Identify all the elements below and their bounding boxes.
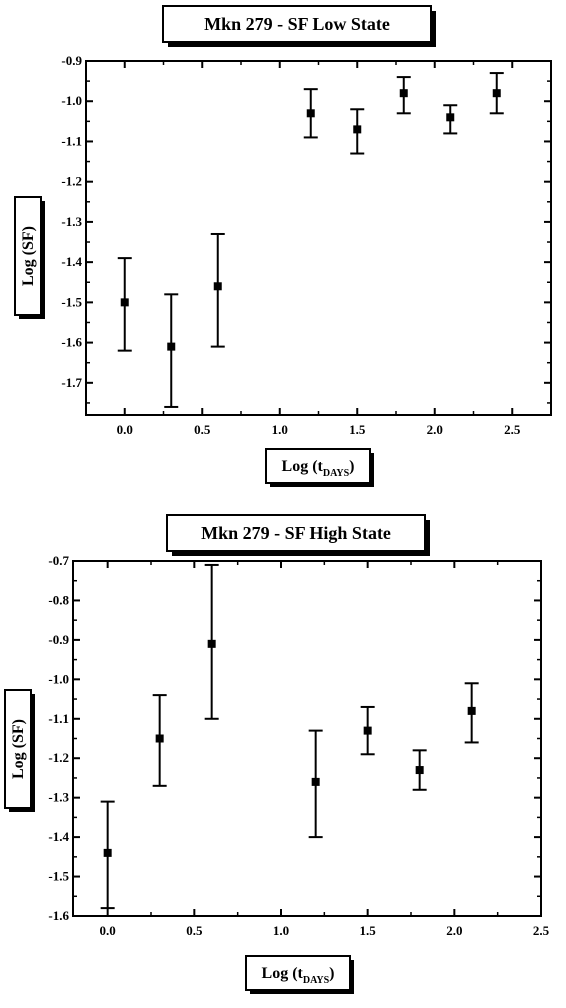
x-axis-title-high: Log (tDAYS): [262, 965, 335, 986]
y-tick-label-high: -1.4: [48, 829, 69, 844]
x-axis-title-high-sub: DAYS: [303, 975, 330, 986]
data-point-low: [446, 113, 455, 122]
plot-marks-low: 0.0 0.5 1.0 1.5 2.0 2.5 -0.9 -1.0 -1.1 -1.2 -1.3 -1…: [61, 53, 551, 437]
xlabel-box-high: [245, 955, 351, 991]
panel-low-state: Mkn 279 - SF Low State Log (SF) Log (tDA…: [14, 5, 552, 487]
ylabel-box-low: [14, 196, 42, 316]
y-tick-label-high: -1.1: [48, 711, 69, 726]
data-point-high: [207, 639, 216, 648]
y-tick-label-low: -1.3: [61, 214, 82, 229]
data-point-high: [155, 734, 164, 743]
y-axis-title-low: Log (SF): [20, 226, 37, 286]
panel-high-state: Mkn 279 - SF High State Log (SF) Log (tD…: [4, 514, 550, 994]
data-point-high: [363, 726, 372, 735]
data-point-low: [306, 109, 315, 118]
x-axis-title-low-sub: DAYS: [323, 468, 350, 479]
x-tick-label-low: 1.5: [349, 422, 366, 437]
chart-title-low: Mkn 279 - SF Low State: [204, 14, 390, 34]
data-point-low: [492, 89, 501, 98]
y-tick-label-low: -1.7: [61, 375, 82, 390]
y-tick-label-low: -1.4: [61, 254, 82, 269]
y-tick-label-high: -1.6: [48, 908, 69, 923]
data-point-high: [103, 848, 112, 857]
x-axis-title-low-main: Log (t: [282, 458, 324, 475]
y-tick-label-high: -1.3: [48, 790, 69, 805]
x-axis-title-high-close: ): [329, 965, 334, 982]
x-tick-label-high: 1.0: [273, 923, 289, 938]
title-box-low: [162, 5, 432, 43]
data-point-high: [467, 706, 476, 715]
y-axis-title-high: Log (SF): [10, 719, 27, 779]
title-box-high: [166, 514, 426, 552]
x-tick-label-low: 1.0: [272, 422, 288, 437]
data-point-high: [415, 766, 424, 775]
chart-title-high: Mkn 279 - SF High State: [201, 523, 391, 543]
data-point-low: [213, 282, 222, 291]
x-axis-title-low: Log (tDAYS): [282, 458, 355, 479]
plot-frame-low: [85, 60, 552, 416]
y-tick-label-low: -1.1: [61, 133, 82, 148]
data-point-high: [311, 777, 320, 786]
y-tick-label-low: -1.6: [61, 335, 82, 350]
x-tick-label-low: 2.5: [504, 422, 521, 437]
x-axis-title-high-main: Log (t: [262, 965, 304, 982]
x-tick-label-low: 0.0: [117, 422, 133, 437]
y-tick-label-low: -0.9: [61, 53, 82, 68]
y-tick-label-high: -1.0: [48, 671, 69, 686]
y-tick-label-high: -1.5: [48, 869, 69, 884]
plot-marks-high: 0.0 0.5 1.0 1.5 2.0 2.5 -0.7 -0.8 -0.9 -1.0 -1.1 -1…: [48, 553, 549, 938]
x-tick-label-high: 0.0: [100, 923, 116, 938]
y-tick-label-high: -0.7: [48, 553, 69, 568]
y-tick-label-low: -1.5: [61, 294, 82, 309]
y-tick-label-high: -1.2: [48, 750, 69, 765]
x-tick-label-high: 1.5: [360, 923, 377, 938]
x-axis-title-low-close: ): [349, 458, 354, 475]
x-tick-label-low: 2.0: [427, 422, 443, 437]
data-point-low: [167, 342, 176, 351]
x-tick-label-high: 2.0: [446, 923, 462, 938]
y-tick-label-high: -0.8: [48, 592, 69, 607]
xlabel-box-low: [265, 448, 371, 484]
x-tick-label-low: 0.5: [194, 422, 211, 437]
x-tick-label-high: 0.5: [186, 923, 203, 938]
x-tick-label-high: 2.5: [533, 923, 550, 938]
y-tick-label-high: -0.9: [48, 632, 69, 647]
y-tick-label-low: -1.2: [61, 174, 82, 189]
y-tick-label-low: -1.0: [61, 93, 82, 108]
ylabel-box-high: [4, 689, 32, 809]
data-point-low: [399, 89, 408, 98]
data-point-low: [353, 125, 362, 134]
data-point-low: [120, 298, 129, 307]
